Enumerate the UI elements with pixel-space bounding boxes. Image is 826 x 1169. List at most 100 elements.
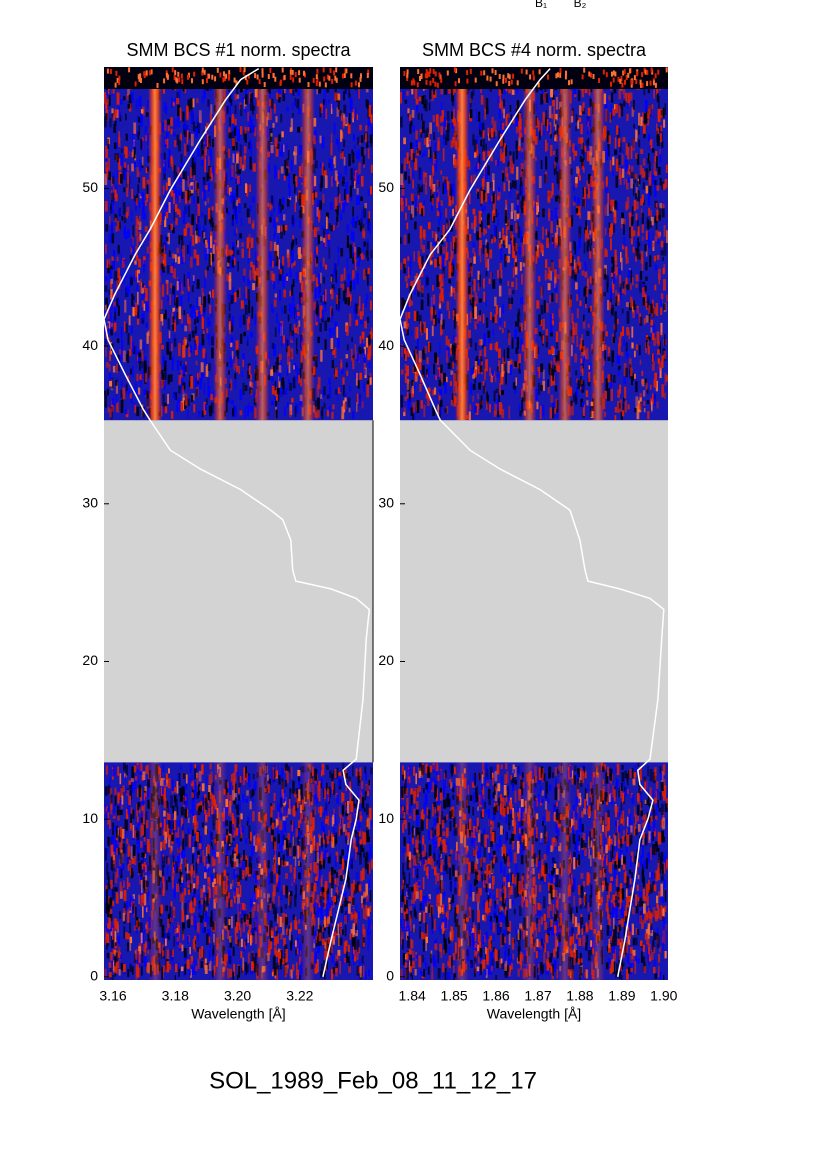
noise bbox=[212, 138, 214, 148]
noise bbox=[238, 198, 241, 204]
noise bbox=[161, 344, 164, 350]
noise bbox=[141, 863, 144, 870]
noise bbox=[227, 148, 231, 159]
noise bbox=[326, 835, 330, 844]
noise bbox=[242, 862, 246, 871]
noise bbox=[348, 966, 351, 973]
noise bbox=[287, 314, 290, 322]
noise bbox=[163, 797, 167, 809]
noise bbox=[112, 822, 115, 836]
noise bbox=[343, 403, 347, 410]
chart-title: SMM BCS #1 norm. spectra bbox=[126, 40, 351, 60]
noise bbox=[229, 187, 232, 196]
noise bbox=[203, 901, 206, 912]
noise bbox=[201, 67, 204, 73]
noise bbox=[114, 872, 118, 884]
noise bbox=[351, 179, 354, 188]
noise bbox=[298, 77, 301, 83]
noise bbox=[368, 879, 371, 888]
noise bbox=[106, 388, 109, 396]
noise bbox=[352, 278, 356, 291]
noise bbox=[334, 855, 337, 868]
noise bbox=[166, 880, 168, 891]
noise bbox=[289, 847, 292, 856]
noise bbox=[172, 101, 175, 106]
noise bbox=[359, 844, 362, 858]
noise bbox=[232, 287, 235, 294]
noise bbox=[366, 100, 369, 109]
noise bbox=[366, 316, 370, 324]
noise bbox=[111, 399, 115, 405]
noise bbox=[134, 854, 137, 866]
noise bbox=[337, 890, 339, 896]
noise bbox=[179, 945, 182, 952]
noise bbox=[126, 187, 129, 197]
noise bbox=[319, 895, 323, 906]
noise bbox=[291, 69, 294, 75]
noise bbox=[169, 830, 172, 835]
noise bbox=[234, 118, 237, 126]
noise bbox=[132, 224, 135, 238]
noise bbox=[274, 164, 277, 177]
noise bbox=[242, 793, 245, 803]
noise bbox=[354, 246, 356, 252]
noise bbox=[322, 892, 326, 898]
noise bbox=[279, 373, 281, 382]
noise bbox=[250, 237, 254, 248]
noise bbox=[125, 323, 128, 333]
noise bbox=[193, 343, 197, 351]
noise bbox=[108, 962, 112, 968]
noise bbox=[342, 176, 345, 184]
noise bbox=[127, 164, 129, 171]
noise bbox=[274, 911, 277, 922]
noise bbox=[248, 921, 252, 930]
noise bbox=[117, 936, 121, 945]
noise bbox=[322, 858, 326, 869]
noise bbox=[109, 312, 112, 324]
noise bbox=[191, 792, 194, 798]
noise bbox=[316, 852, 319, 864]
noise bbox=[328, 162, 331, 168]
noise bbox=[114, 153, 117, 161]
noise bbox=[334, 197, 338, 210]
noise bbox=[349, 789, 352, 801]
x-tick-label: 3.18 bbox=[162, 988, 189, 1004]
noise bbox=[346, 907, 349, 920]
noise bbox=[135, 198, 138, 206]
noise bbox=[236, 817, 239, 830]
noise bbox=[361, 209, 364, 221]
noise bbox=[359, 311, 363, 320]
noise bbox=[349, 813, 352, 823]
noise bbox=[238, 903, 241, 912]
noise bbox=[355, 930, 358, 937]
noise bbox=[130, 807, 133, 816]
noise bbox=[319, 103, 323, 114]
noise bbox=[330, 338, 334, 350]
noise bbox=[358, 818, 361, 832]
noise bbox=[323, 788, 325, 798]
noise bbox=[239, 868, 242, 881]
noise bbox=[235, 169, 237, 182]
noise bbox=[512, 245, 516, 250]
noise bbox=[163, 933, 167, 940]
noise bbox=[356, 262, 359, 267]
noise bbox=[365, 133, 367, 143]
noise bbox=[251, 952, 254, 962]
noise bbox=[196, 792, 200, 799]
noise bbox=[356, 114, 359, 121]
noise bbox=[356, 196, 359, 206]
noise bbox=[219, 72, 222, 78]
noise bbox=[123, 274, 126, 284]
noise bbox=[356, 272, 359, 285]
noise bbox=[140, 192, 143, 197]
noise bbox=[122, 202, 126, 215]
noise bbox=[541, 90, 544, 97]
noise bbox=[203, 225, 206, 235]
noise bbox=[200, 846, 203, 852]
noise bbox=[364, 149, 366, 155]
noise bbox=[328, 836, 331, 841]
noise bbox=[237, 905, 240, 917]
noise bbox=[136, 764, 140, 774]
noise bbox=[214, 76, 217, 82]
noise bbox=[294, 791, 296, 798]
